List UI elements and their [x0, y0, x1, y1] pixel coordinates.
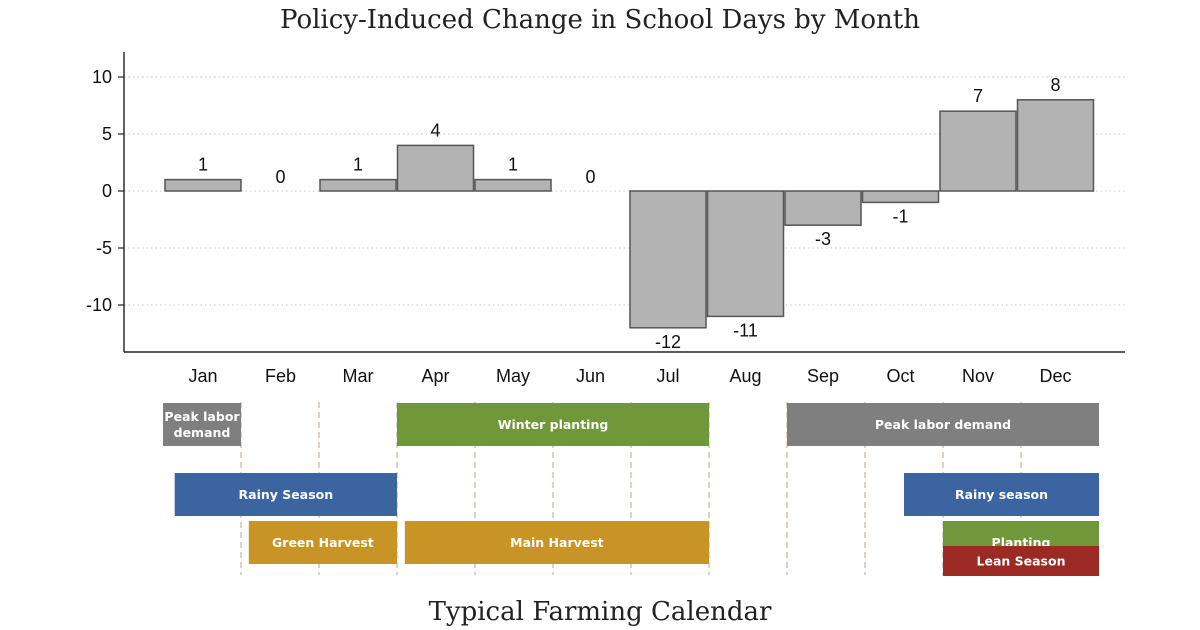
data-label: -1 [892, 206, 908, 226]
month-label: Mar [343, 366, 374, 386]
data-label: -3 [815, 229, 831, 249]
data-label: 0 [275, 167, 285, 187]
bar-mar [319, 178, 397, 192]
calendar-label: Winter planting [498, 417, 609, 432]
data-labels: 1 0 1 4 1 0 -12 -11 -3 -1 7 8 [198, 75, 1061, 352]
data-label: 7 [973, 86, 983, 106]
bar-may [474, 178, 552, 192]
y-tick-label: 10 [92, 67, 112, 87]
y-tick-label: 0 [102, 181, 112, 201]
month-label: Jul [656, 366, 679, 386]
month-label: Oct [886, 366, 914, 386]
calendar-bar [787, 403, 1099, 446]
data-label: 0 [585, 167, 595, 187]
calendar-label: demand [174, 425, 231, 440]
calendar-label: Rainy season [955, 487, 1048, 502]
bar-jul [629, 190, 707, 329]
month-label: May [496, 366, 530, 386]
bar-oct [861, 190, 940, 204]
chart-title: Policy-Induced Change in School Days by … [280, 5, 920, 35]
calendar-bar [404, 521, 709, 564]
calendar-bar [904, 473, 1099, 516]
y-tick-label: 5 [102, 124, 112, 144]
calendar-label: Main Harvest [510, 535, 604, 550]
data-label: 1 [353, 155, 363, 175]
bar-sep [784, 190, 862, 226]
calendar-label: Rainy Season [239, 487, 334, 502]
data-label: 4 [430, 120, 440, 140]
data-label: 8 [1050, 75, 1060, 95]
calendar-label: Peak labor [164, 409, 240, 424]
bar-jan [164, 178, 242, 192]
data-label: 1 [508, 155, 518, 175]
calendar-label: Lean Season [977, 554, 1066, 569]
data-label: 1 [198, 155, 208, 175]
x-axis-labels: Jan Feb Mar Apr May Jun Jul Aug Sep Oct Nov Dec [188, 366, 1071, 386]
month-label: Aug [729, 366, 761, 386]
data-label: -11 [733, 320, 758, 340]
month-label: Dec [1039, 366, 1071, 386]
grid-lines [124, 76, 1125, 306]
bar-dec [1016, 99, 1095, 192]
calendar-bar [163, 403, 241, 446]
month-label: Apr [421, 366, 449, 386]
data-label: -12 [655, 332, 681, 352]
calendar-title: Typical Farming Calendar [429, 597, 772, 627]
bar-nov [939, 110, 1017, 192]
bar-aug [706, 190, 785, 318]
calendar-bar [943, 546, 1099, 576]
calendar-label: Peak labor demand [875, 417, 1011, 432]
month-label: Sep [807, 366, 839, 386]
y-tick-label: -5 [96, 238, 112, 258]
month-label: Nov [962, 366, 994, 386]
bars [164, 99, 1095, 329]
month-label: Feb [265, 366, 296, 386]
calendar-bar [248, 521, 397, 564]
month-label: Jan [188, 366, 217, 386]
bar-apr [396, 144, 475, 192]
calendar-bar [397, 403, 709, 446]
y-tick-label: -10 [86, 295, 112, 315]
calendar-bar [174, 473, 397, 516]
calendar-label: Green Harvest [272, 535, 374, 550]
month-label: Jun [576, 366, 605, 386]
